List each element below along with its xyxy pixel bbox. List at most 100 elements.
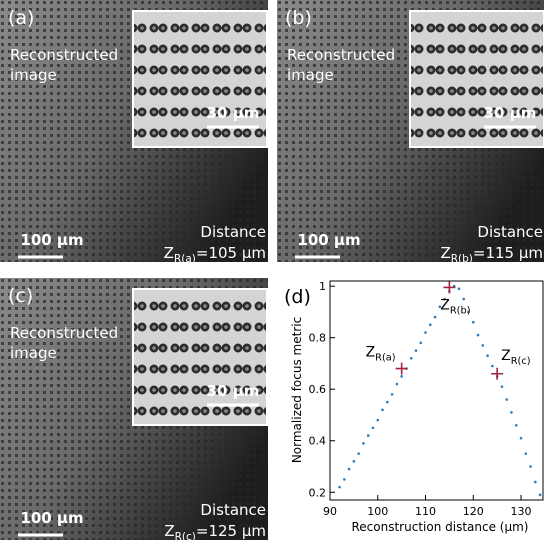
z-subscript: R(c) (175, 531, 196, 540)
panel-label: (a) (8, 7, 34, 29)
x-tick-label: 110 (415, 505, 436, 518)
x-tick-label: 120 (463, 505, 484, 518)
chart: (d) 90 100 110 120 130 0.2 0.4 0.6 0.8 1 Reconstruc… (284, 280, 544, 534)
point (371, 426, 375, 430)
point (467, 310, 470, 314)
point (457, 287, 461, 291)
point (428, 323, 432, 327)
point (362, 442, 365, 445)
y-tick-label: 0.4 (309, 435, 327, 448)
marker (395, 362, 408, 375)
z-label: ZR(c)=125 µm (164, 522, 266, 540)
point (381, 408, 384, 412)
z-value: =105 µm (196, 244, 266, 262)
z-subscript: R(a) (375, 353, 395, 364)
panel-label: (d) (284, 286, 311, 308)
distance-label: Distance (200, 223, 266, 241)
point (514, 423, 518, 427)
panel-label: (c) (8, 285, 33, 307)
point (357, 452, 360, 455)
z-value: =125 µm (196, 522, 266, 540)
point (486, 354, 489, 358)
distance-label: Distance (477, 223, 543, 241)
x-tick-label: 90 (323, 505, 337, 518)
marker (443, 281, 456, 294)
z-symbol: Z (366, 345, 376, 361)
z-subscript: R(a) (174, 253, 196, 265)
point (366, 434, 370, 437)
point (390, 393, 394, 396)
point (505, 398, 509, 401)
x-tick-label: 130 (511, 505, 532, 518)
z-symbol: Z (440, 297, 450, 313)
caption: image (10, 66, 57, 84)
point (462, 297, 466, 301)
caption: image (10, 344, 57, 362)
z-label: ZR(b)=115 µm (440, 244, 543, 265)
point (338, 485, 341, 489)
point (491, 364, 494, 368)
point (409, 356, 413, 360)
x-axis-label: Reconstruction distance (µm) (352, 520, 529, 534)
point (433, 315, 437, 319)
panel-label: (b) (285, 7, 312, 29)
inset-scale-label: 30 µm (484, 104, 537, 122)
z-subscript: R(b) (450, 305, 471, 316)
point (500, 385, 504, 388)
point (424, 331, 427, 334)
z-subscript: R(b) (451, 253, 473, 265)
y-tick-label: 0.8 (309, 332, 327, 345)
point (438, 305, 442, 309)
caption: image (287, 66, 334, 84)
marker (491, 367, 504, 380)
x-tick-label: 100 (367, 505, 388, 518)
z-symbol: Z (164, 244, 174, 262)
scale-label: 100 µm (20, 509, 83, 527)
z-label: ZR(a)=105 µm (164, 244, 266, 265)
y-tick-label: 0.2 (309, 486, 327, 499)
z-label: ZR(b) (440, 297, 470, 316)
point (395, 382, 399, 386)
inset-dots (134, 290, 266, 424)
point (419, 341, 423, 345)
z-label: ZR(a) (366, 345, 396, 364)
point (471, 320, 475, 324)
caption: Reconstructed (10, 46, 118, 64)
point (343, 478, 346, 481)
point (481, 344, 485, 347)
scale-label: 100 µm (20, 231, 83, 249)
distance-label: Distance (200, 501, 266, 519)
point (443, 297, 446, 301)
scale-label: 100 µm (297, 231, 360, 249)
plot-frame (329, 280, 544, 501)
point (519, 436, 523, 440)
inset-scale-label: 30 µm (207, 104, 260, 122)
z-symbol: Z (440, 244, 450, 262)
point (386, 400, 389, 404)
point (538, 493, 542, 497)
image-panel: (a) Reconstructed image 30 µm 100 µm Distance… (0, 0, 268, 265)
inset-scale-label: 30 µm (207, 382, 260, 400)
z-symbol: Z (501, 348, 511, 364)
z-symbol: Z (164, 522, 174, 540)
y-tick-label: 1 (319, 280, 326, 293)
image-panel: (c) Reconstructed image 30 µm 100 µm Distance… (0, 278, 268, 540)
y-axis-label: Normalized focus metric (290, 317, 304, 463)
inset-dots (411, 12, 543, 146)
z-value: =115 µm (473, 244, 543, 262)
point (529, 465, 532, 468)
z-subscript: R(c) (511, 356, 531, 367)
point (510, 411, 513, 414)
point (414, 349, 418, 352)
y-tick-label: 0.6 (309, 383, 327, 396)
z-label: ZR(c) (501, 348, 530, 367)
point (476, 333, 480, 337)
point (524, 452, 528, 455)
point (352, 460, 356, 463)
inset-dots (134, 12, 266, 146)
point (376, 418, 380, 422)
image-panel: (b) Reconstructed image 30 µm 100 µm Distance… (277, 0, 544, 265)
point (534, 480, 537, 484)
point (347, 467, 351, 471)
